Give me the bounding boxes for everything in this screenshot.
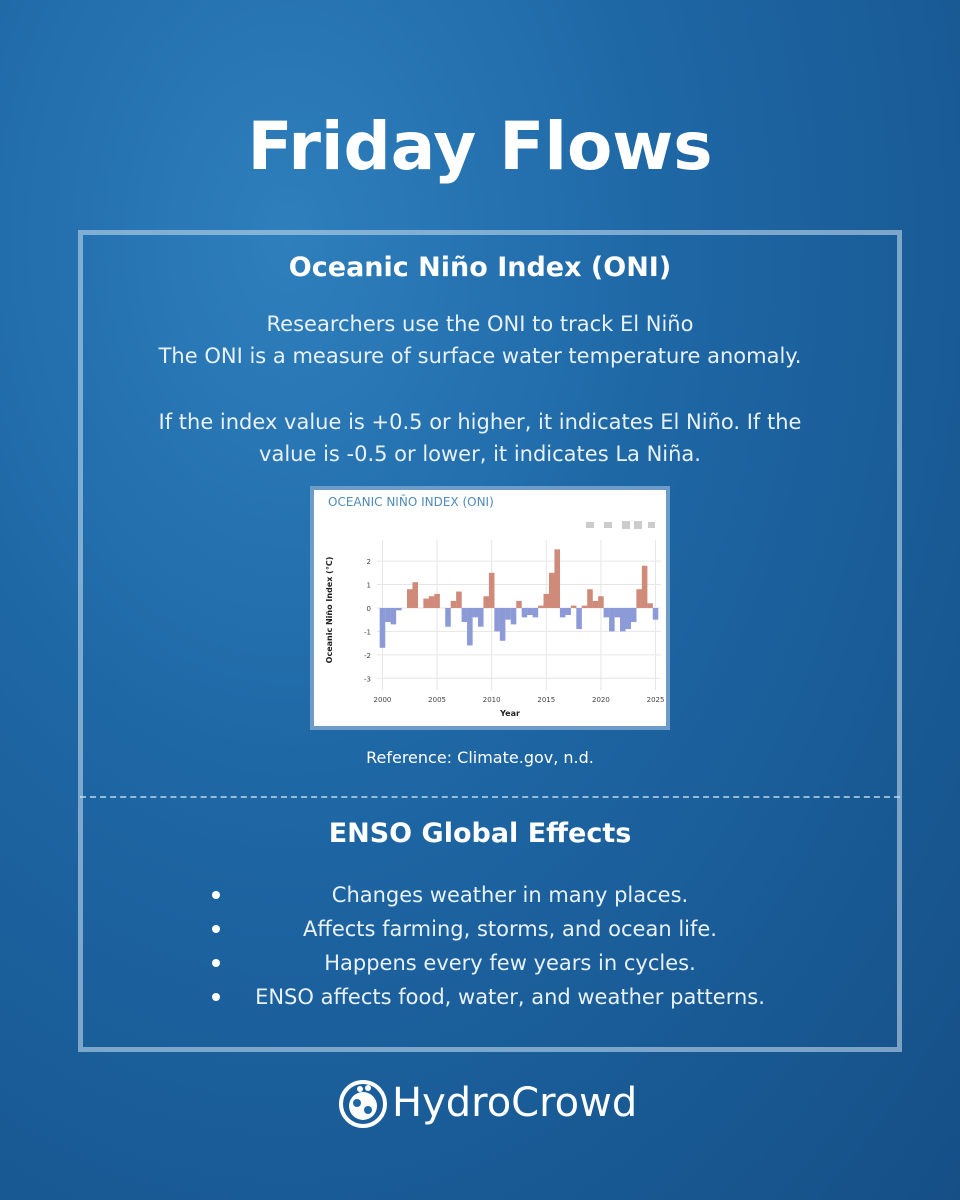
y-tick-label: -2 [364,652,371,660]
bar [619,607,626,632]
bar [538,605,544,608]
x-tick-label: 2025 [647,696,665,704]
threshold-text: If the index value is +0.5 or higher, it… [158,410,802,466]
y-tick-label: 0 [367,605,371,613]
bar [587,589,593,608]
bar [647,603,653,608]
x-tick-label: 2005 [428,696,446,704]
bar [521,607,528,618]
bullet-list: Changes weather in many places. Affects … [200,878,820,1014]
bar [450,600,457,608]
bar [532,607,539,618]
bar [516,600,522,608]
bar [472,607,479,618]
bar [499,607,506,641]
bar [581,605,588,608]
bar [570,605,577,608]
bullet-item: ENSO affects food, water, and weather pa… [200,980,820,1014]
bullet-item: Happens every few years in cycles. [200,946,820,980]
bar [636,589,642,608]
bar [428,596,435,608]
bar [412,582,419,608]
chart: OCEANIC NIÑO INDEX (ONI) Oceanic Niño In… [325,494,665,718]
bullet-text: Affects farming, storms, and ocean life. [302,917,717,941]
bar [554,549,561,608]
bar [576,607,582,630]
x-tick-label: 2000 [374,696,392,704]
bar [494,607,500,632]
toolbar [586,521,655,529]
bar [456,591,462,608]
bar [390,607,397,625]
bar [510,607,517,625]
section-heading: ENSO Global Effects [328,818,632,849]
bar [592,600,599,608]
bar [488,572,495,608]
content-frame [78,230,902,1052]
chart-title: OCEANIC NIÑO INDEX (ONI) [328,494,494,509]
reference: Reference: Climate.gov, n.d. [366,748,594,767]
y-tick-label: -3 [364,675,371,683]
bar [461,607,468,623]
logo-icon [339,1080,387,1128]
bar [565,607,571,615]
bar [614,607,621,618]
y-axis-label: Oceanic Niño Index (°C) [325,557,334,664]
x-axis-label: Year [499,709,520,718]
y-tick-label: 2 [367,558,371,566]
intro-line: The ONI is a measure of surface water te… [158,344,802,368]
page-title: Friday Flows [247,108,713,185]
bar [609,607,615,632]
bar [396,607,402,611]
bar [445,607,451,627]
bullet-item: Changes weather in many places. [200,878,820,912]
divider [80,796,900,798]
intro-line: Researchers use the ONI to track El Niño [266,312,694,336]
bullet-item: Affects farming, storms, and ocean life. [200,912,820,946]
logo: HydroCrowd [338,1076,638,1132]
bar [548,572,555,608]
bar [625,607,632,630]
bar [652,607,659,620]
bar [603,607,610,618]
bar [630,607,637,623]
x-tick-label: 2020 [592,696,610,704]
chart-image: OCEANIC NIÑO INDEX (ONI) Oceanic Niño In… [310,486,670,730]
bar [641,565,648,608]
brand-name: HydroCrowd [392,1080,638,1126]
bullet-text: ENSO affects food, water, and weather pa… [255,985,765,1009]
bar [434,593,440,608]
x-tick-label: 2010 [483,696,501,704]
bar [527,607,533,615]
bar [598,596,604,608]
bar [505,607,511,620]
bar [423,598,429,608]
bar [379,607,386,648]
x-tick-label: 2015 [537,696,555,704]
bar [543,593,550,608]
section-heading: Oceanic Niño Index (ONI) [288,252,672,283]
bar [385,607,391,623]
bar [406,589,413,608]
bar [483,596,490,608]
bar [559,607,566,618]
y-tick-label: -1 [364,628,371,636]
bullet-text: Happens every few years in cycles. [324,951,696,975]
bar [477,607,484,627]
bar [467,607,473,646]
bullet-text: Changes weather in many places. [331,883,689,907]
y-tick-label: 1 [367,582,371,590]
